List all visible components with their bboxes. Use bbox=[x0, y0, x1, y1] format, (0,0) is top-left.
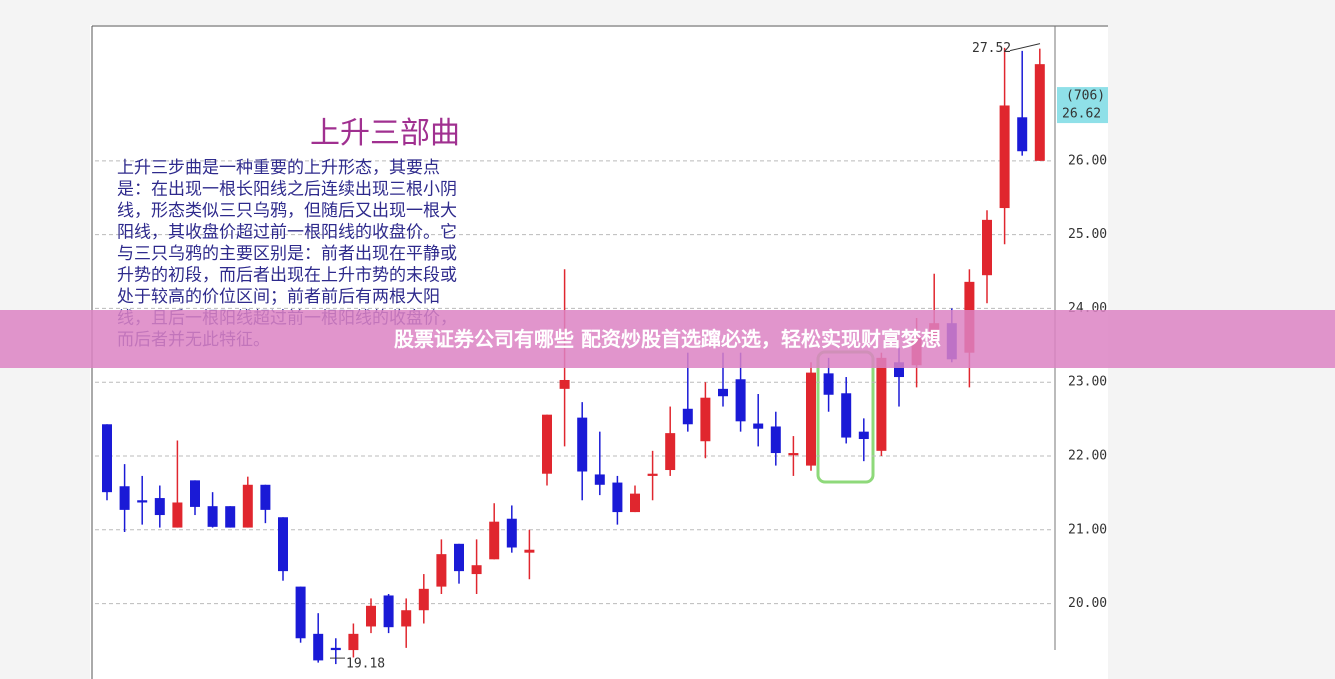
candle-body bbox=[313, 633, 324, 661]
candle-body bbox=[366, 605, 376, 627]
candle-body bbox=[190, 480, 200, 507]
candle-body bbox=[330, 647, 341, 651]
candle-body bbox=[594, 474, 605, 485]
candle-body bbox=[612, 482, 623, 513]
y-tick-label: 22.00 bbox=[1068, 449, 1107, 464]
candle-body bbox=[154, 498, 165, 516]
overlay-text: 线，形态类似三只乌鸦，但随后又出现一根大 bbox=[117, 201, 457, 221]
candle-body bbox=[770, 426, 781, 454]
candle-body bbox=[471, 565, 482, 575]
candle-body bbox=[735, 379, 746, 422]
candle-body bbox=[665, 433, 676, 471]
overlay-text: 上升三步曲是一种重要的上升形态，其要点 bbox=[117, 158, 440, 178]
candle-body bbox=[401, 610, 412, 627]
candle-body bbox=[260, 484, 271, 510]
overlay-text: 与三只乌鸦的主要区别是：前者出现在平静或 bbox=[117, 244, 457, 264]
y-tick-label: 20.00 bbox=[1068, 596, 1107, 611]
last-price: 26.62 bbox=[1062, 107, 1101, 122]
last-count: (706) bbox=[1066, 89, 1105, 104]
candle-body bbox=[577, 417, 588, 472]
high-pointer bbox=[1009, 43, 1041, 52]
candle-body bbox=[436, 554, 447, 587]
candle-body bbox=[753, 423, 764, 429]
candle-body bbox=[119, 486, 130, 510]
candle-body bbox=[542, 414, 552, 474]
candle-body bbox=[718, 388, 728, 397]
overlay-text: 升势的初段，而后者出现在上升市势的末段或 bbox=[117, 266, 457, 286]
candle-body bbox=[559, 379, 570, 389]
candle-body bbox=[278, 517, 288, 572]
candle-body bbox=[630, 493, 640, 513]
candle-body bbox=[506, 518, 517, 548]
candle-body bbox=[806, 372, 816, 466]
candle-body bbox=[858, 431, 869, 440]
candle-body bbox=[524, 549, 535, 553]
overlay-title: 上升三部曲 bbox=[310, 116, 460, 151]
candle-body bbox=[348, 633, 359, 651]
y-tick-label: 21.00 bbox=[1068, 522, 1107, 537]
candle-body bbox=[999, 105, 1010, 209]
high-label: 27.52 bbox=[972, 41, 1011, 56]
overlay-text: 阳线，其收盘价超过前一根阳线的收盘价。它 bbox=[117, 223, 457, 243]
banner: 股票证券公司有哪些 配资炒股首选蹿必选，轻松实现财富梦想 bbox=[0, 310, 1335, 368]
candle-body bbox=[242, 484, 253, 528]
y-tick-label: 26.00 bbox=[1068, 153, 1107, 168]
candle-body bbox=[489, 521, 500, 560]
y-tick-label: 23.00 bbox=[1068, 375, 1107, 390]
low-label: 19.18 bbox=[346, 657, 385, 672]
candle-body bbox=[788, 453, 799, 456]
last-price-box bbox=[1057, 87, 1108, 124]
candle-body bbox=[225, 506, 236, 528]
candle-body bbox=[894, 362, 904, 378]
candle-body bbox=[383, 595, 394, 628]
candle-body bbox=[172, 502, 183, 528]
candle-body bbox=[1034, 64, 1045, 161]
y-tick-label: 25.00 bbox=[1068, 227, 1107, 242]
overlay-text: 是：在出现一根长阳线之后连续出现三根小阴 bbox=[117, 180, 457, 200]
candle-body bbox=[1017, 117, 1028, 152]
candle-body bbox=[982, 219, 992, 276]
candle-body bbox=[841, 393, 852, 438]
candle-body bbox=[295, 586, 306, 639]
overlay-text: 处于较高的价位区间；前者前后有两根大阳 bbox=[117, 287, 440, 307]
candle-body bbox=[102, 424, 112, 493]
candle-body bbox=[418, 588, 429, 611]
candle-body bbox=[876, 357, 887, 451]
candle-body bbox=[823, 373, 834, 395]
candle-body bbox=[454, 543, 464, 572]
candle-body bbox=[137, 500, 148, 503]
candle-body bbox=[700, 397, 711, 442]
candle-body bbox=[207, 506, 218, 527]
candle-body bbox=[682, 408, 693, 425]
candle-body bbox=[647, 473, 658, 476]
